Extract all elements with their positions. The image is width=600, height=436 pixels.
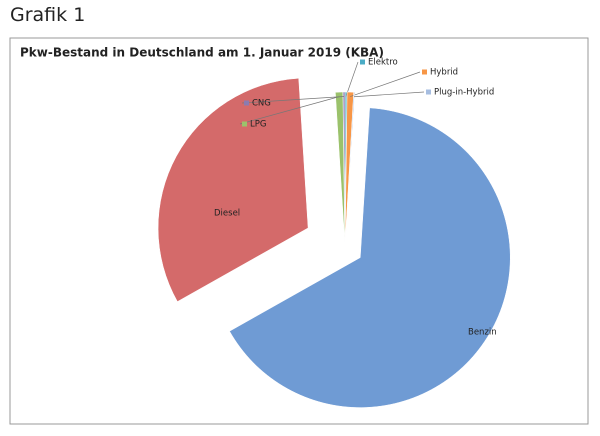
slice-label: CNG bbox=[252, 99, 271, 109]
slice-label: Elektro bbox=[368, 58, 398, 68]
pie-slice bbox=[345, 91, 356, 243]
pie-slice bbox=[157, 77, 309, 302]
label-marker bbox=[460, 329, 465, 335]
label-marker bbox=[426, 89, 431, 95]
label-marker bbox=[360, 59, 365, 65]
slice-label: Plug-in-Hybrid bbox=[434, 88, 494, 98]
label-marker bbox=[422, 69, 427, 75]
slice-label: Diesel bbox=[214, 209, 240, 219]
leader-line bbox=[239, 96, 340, 125]
slice-label: Hybrid bbox=[430, 68, 458, 78]
label-marker bbox=[244, 100, 249, 106]
leader-line bbox=[354, 91, 425, 98]
chart-title: Pkw-Bestand in Deutschland am 1. Januar … bbox=[20, 46, 384, 60]
page-heading: Grafik 1 bbox=[10, 4, 86, 26]
slice-label: LPG bbox=[250, 120, 266, 130]
pie-slice bbox=[229, 107, 511, 408]
label-marker bbox=[206, 210, 211, 216]
pie-slice bbox=[342, 91, 346, 243]
slice-label: Benzin bbox=[468, 328, 497, 338]
leader-line bbox=[345, 61, 359, 97]
leader-line bbox=[350, 71, 421, 97]
label-marker bbox=[242, 121, 247, 127]
leader-line bbox=[241, 96, 345, 104]
